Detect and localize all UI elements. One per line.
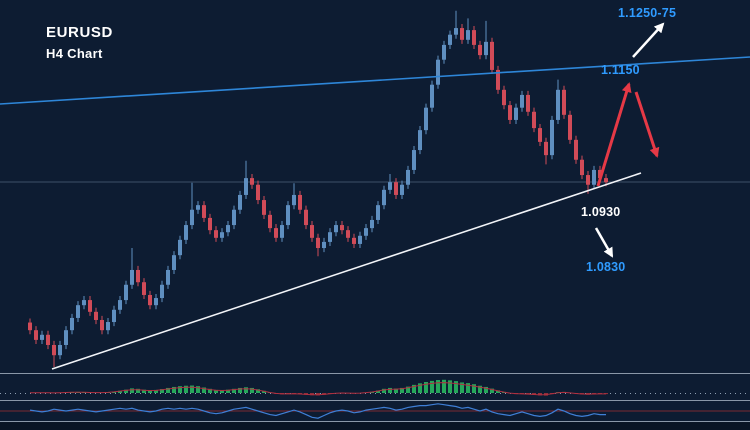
chart-title-block: EURUSD H4 Chart <box>46 24 113 61</box>
support-price-label: 1.0930 <box>581 205 621 219</box>
symbol-label: EURUSD <box>46 24 113 41</box>
chart-grid-and-levels <box>0 181 750 430</box>
lower-target-price-label: 1.0830 <box>586 260 626 274</box>
timeframe-label: H4 Chart <box>46 46 103 61</box>
resistance-price-label: 1.1150 <box>601 63 640 77</box>
upper-target-price-label: 1.1250-75 <box>618 6 677 20</box>
candlesticks <box>28 10 608 367</box>
trendlines-and-arrows <box>0 22 750 370</box>
indicator-panels <box>0 379 750 419</box>
